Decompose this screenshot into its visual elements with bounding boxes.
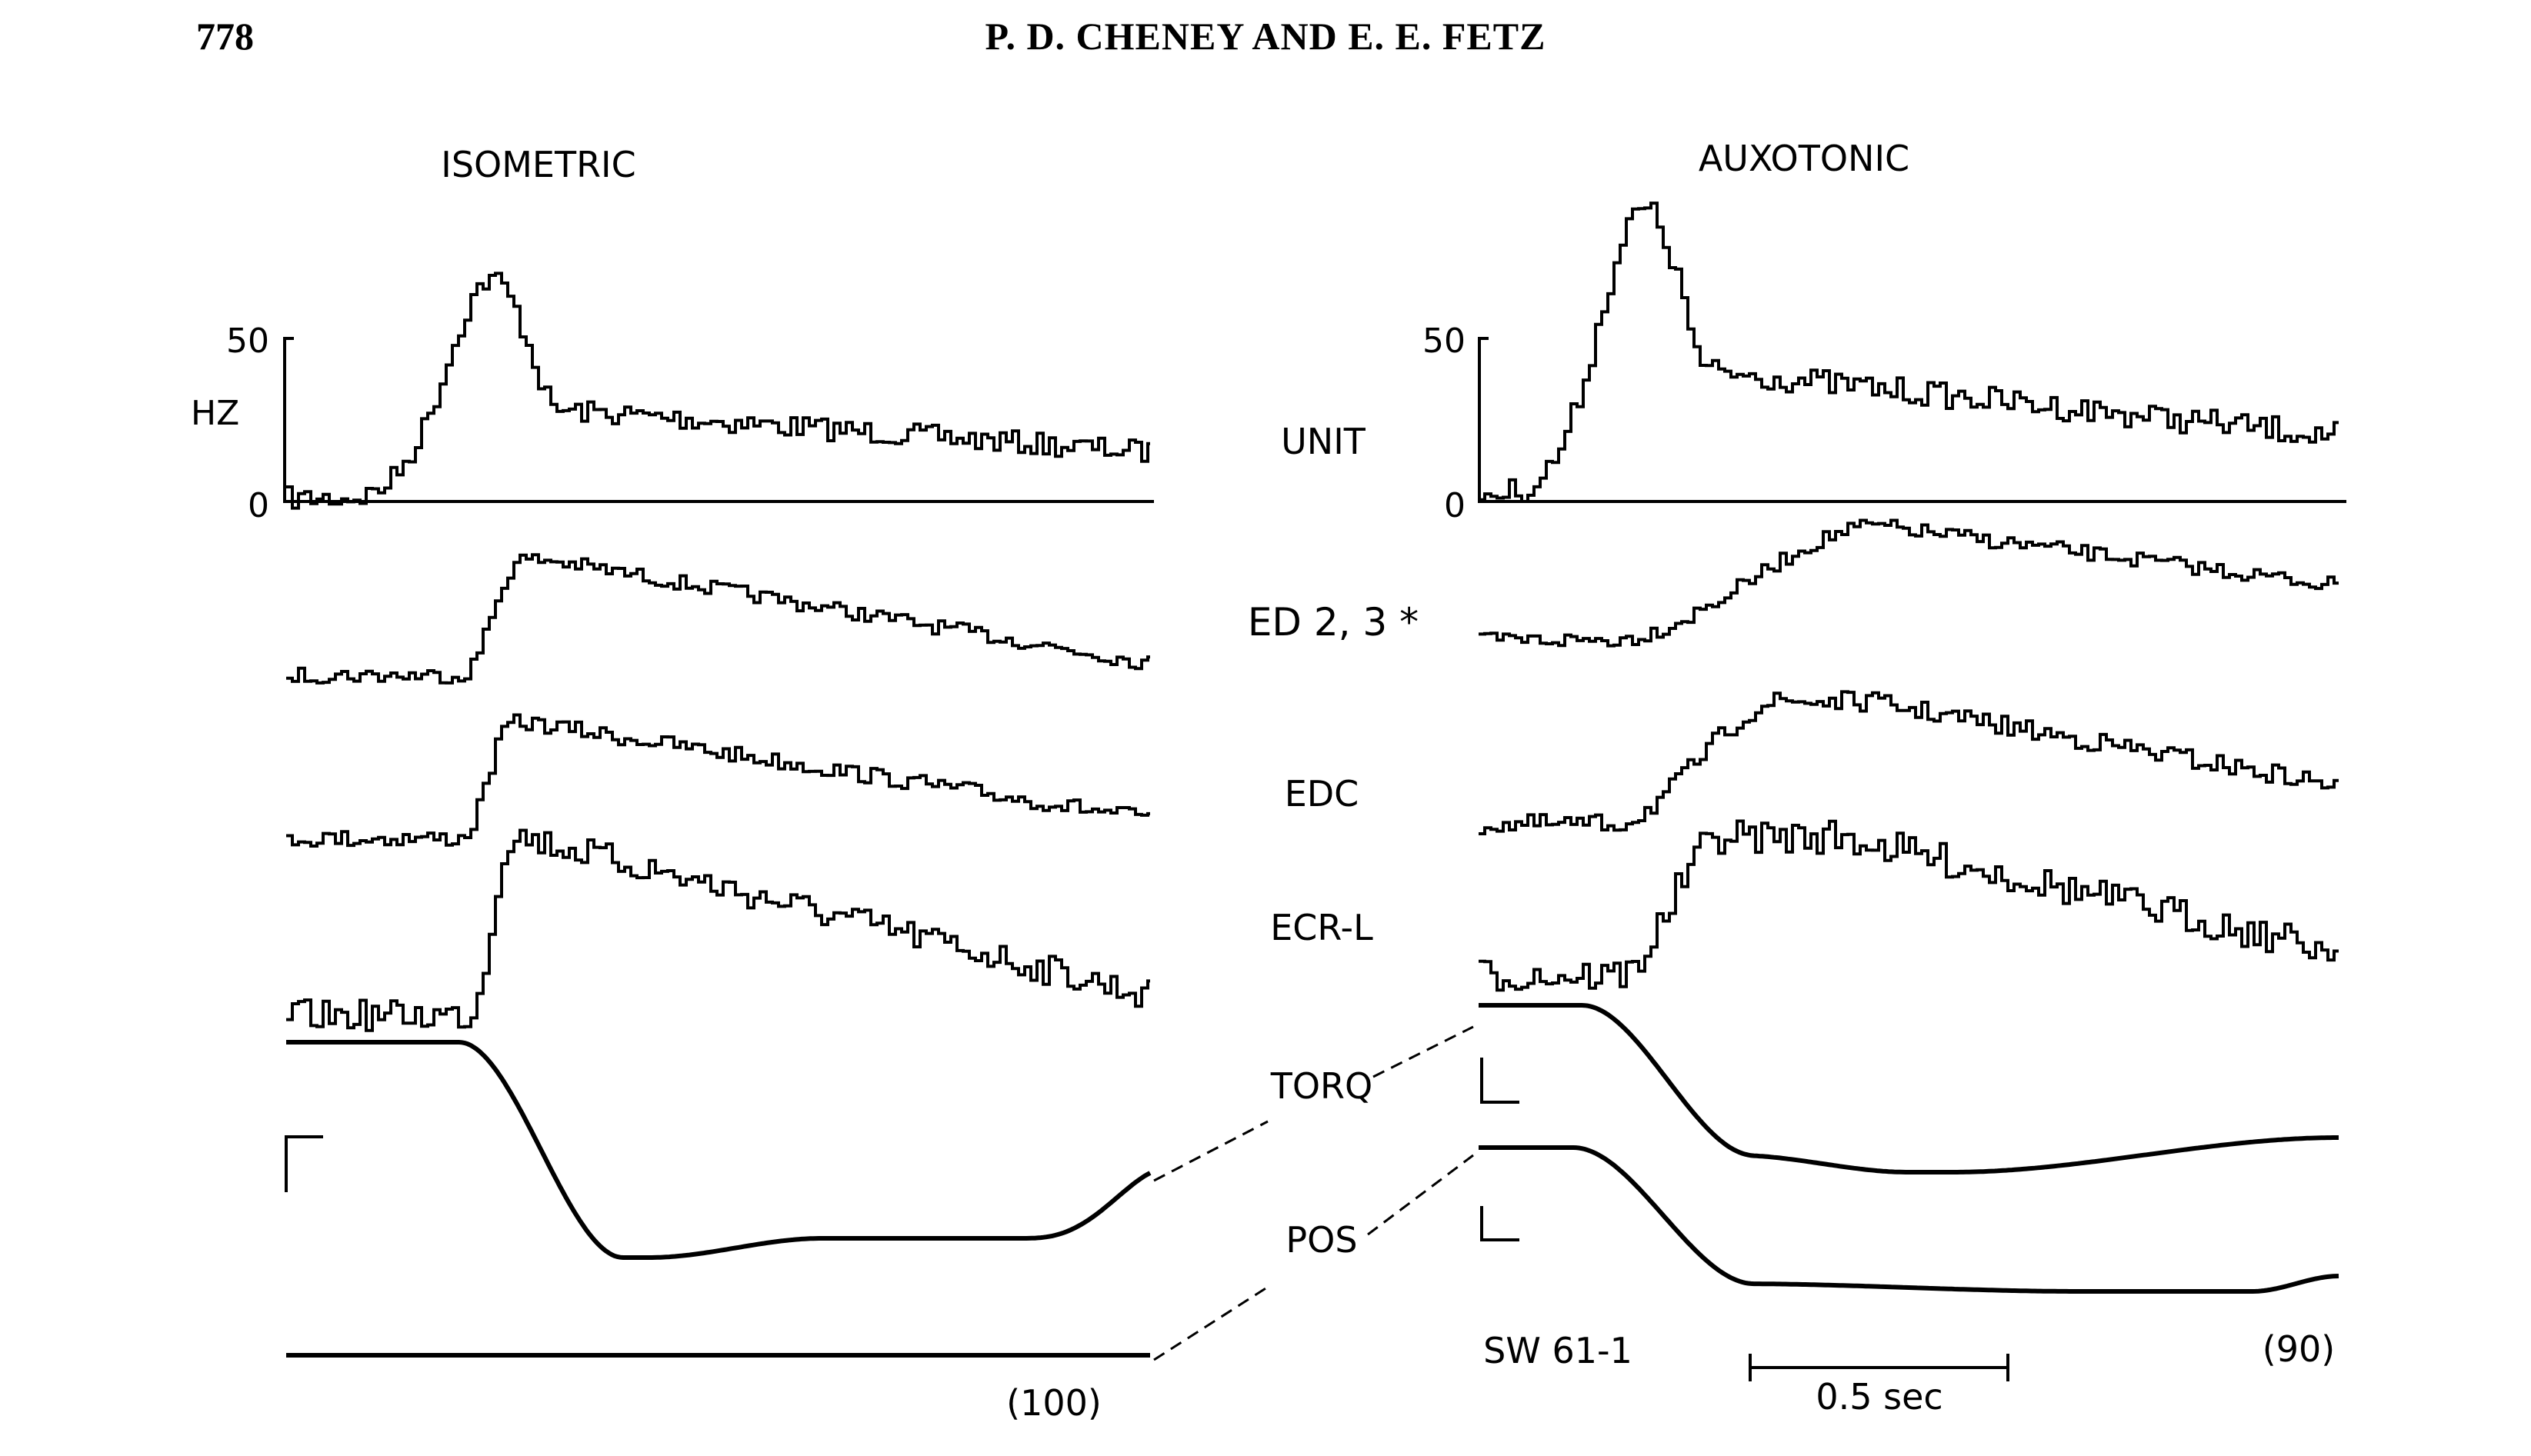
trace-label-unit: UNIT bbox=[1281, 421, 1366, 462]
trace-label-torq: TORQ bbox=[1270, 1065, 1372, 1107]
running-head: P. D. CHENEY AND E. E. FETZ bbox=[985, 15, 1546, 58]
pos-connector-line-right bbox=[1367, 1154, 1474, 1236]
left-rate-axis bbox=[283, 337, 1154, 503]
unit-trace-right bbox=[1479, 202, 2339, 503]
left-tick-50: 50 bbox=[226, 322, 269, 361]
time-scale-bar bbox=[1749, 1354, 2009, 1381]
trial-count-left: (100) bbox=[1006, 1382, 1102, 1424]
connector-lines bbox=[1153, 1025, 1474, 1361]
ecrl-trace-right bbox=[1479, 819, 2339, 992]
calibration-markers bbox=[285, 1058, 1519, 1241]
edc-trace-right bbox=[1479, 690, 2339, 835]
right-tick-0: 0 bbox=[1444, 486, 1466, 525]
panel-title-isometric: ISOMETRIC bbox=[441, 144, 635, 185]
ed23-trace-right bbox=[1479, 518, 2339, 648]
right-rate-axis bbox=[1478, 337, 2346, 503]
unit-trace-left bbox=[286, 272, 1150, 510]
cell-id-label: SW 61-1 bbox=[1483, 1330, 1632, 1371]
torq-connector-line bbox=[1153, 1120, 1269, 1182]
traces bbox=[286, 202, 2339, 1358]
right-torq-calibration-marker bbox=[1480, 1058, 1519, 1104]
torq-trace-right bbox=[1479, 1003, 2339, 1174]
trace-label-edc: EDC bbox=[1285, 773, 1359, 815]
page-number: 778 bbox=[196, 15, 254, 58]
page-header: 778 P. D. CHENEY AND E. E. FETZ bbox=[0, 0, 2531, 85]
time-scale-label: 0.5 sec bbox=[1816, 1376, 1942, 1418]
left-tick-0: 0 bbox=[248, 486, 269, 525]
right-pos-calibration-marker bbox=[1480, 1206, 1519, 1241]
edc-trace-left bbox=[286, 713, 1150, 848]
trial-count-right: (90) bbox=[2263, 1328, 2335, 1370]
torq-trace-left bbox=[286, 1040, 1152, 1260]
ed23-trace-left bbox=[286, 553, 1150, 685]
trace-label-ed23: ED 2, 3 * bbox=[1248, 600, 1419, 645]
trace-label-pos: POS bbox=[1286, 1219, 1357, 1261]
trace-label-ecrl: ECR-L bbox=[1270, 907, 1373, 948]
pos-trace-right bbox=[1479, 1145, 2339, 1294]
right-tick-50: 50 bbox=[1422, 322, 1466, 361]
pos-connector-line bbox=[1153, 1284, 1270, 1361]
panel-title-auxotonic: AUXOTONIC bbox=[1699, 138, 1909, 179]
torq-connector-line-right bbox=[1372, 1025, 1474, 1078]
ecrl-trace-left bbox=[286, 828, 1150, 1032]
left-axis-unit: HZ bbox=[191, 394, 239, 433]
left-calibration-marker bbox=[285, 1135, 323, 1192]
